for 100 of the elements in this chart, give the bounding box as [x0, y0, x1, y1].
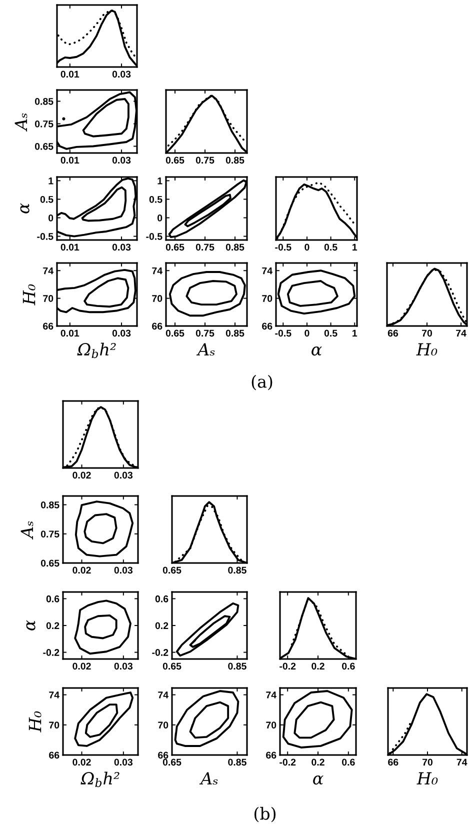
y-tick-label: 0.6	[46, 595, 60, 602]
x-axis-title: Aₛ	[196, 343, 215, 356]
y-tick-label: 0.75	[40, 530, 60, 538]
x-tick-label: 0.02	[72, 662, 91, 670]
x-axis-title: α	[312, 346, 322, 356]
y-axis-title: Aₛ	[14, 113, 28, 132]
y-tick-label: 70	[266, 722, 276, 729]
y-tick-label: 66	[266, 752, 276, 759]
y-tick-label: 1	[48, 178, 54, 184]
y-tick-label: 0.2	[155, 622, 168, 630]
x-tick-label: 0.6	[342, 662, 355, 670]
x-tick-label: 0.03	[114, 472, 133, 479]
y-tick-label: 70	[49, 722, 60, 729]
y-tick-label: 70	[158, 722, 168, 729]
y-tick-label: 0.85	[34, 98, 54, 105]
x-tick-label: 0.01	[60, 156, 80, 164]
y-axis-title: H₀	[28, 711, 42, 732]
y-tick-label: 66	[43, 322, 54, 330]
y-tick-label: 66	[152, 322, 162, 330]
x-tick-label: 0.75	[196, 244, 214, 251]
y-tick-label: 0.6	[155, 595, 168, 602]
y-tick-label: -0.2	[152, 649, 168, 656]
y-tick-label: 0	[48, 214, 54, 222]
y-axis-title: α	[20, 203, 30, 214]
y-axis-title: α	[26, 620, 36, 630]
x-tick-label: 0.85	[226, 330, 244, 337]
y-axis-title: Aₛ	[20, 521, 34, 540]
y-tick-label: 0.5	[40, 196, 54, 203]
x-tick-label: 1	[352, 330, 358, 337]
y-tick-label: -0.5	[146, 233, 162, 240]
x-tick-label: -0.5	[275, 330, 292, 337]
x-tick-label: 0.02	[72, 566, 91, 574]
y-tick-label: 74	[152, 267, 162, 274]
x-tick-label: 0	[304, 330, 310, 337]
x-tick-label: 70	[422, 330, 432, 337]
x-tick-label: 0.6	[342, 758, 355, 766]
y-tick-label: 74	[43, 267, 54, 274]
y-tick-label: 70	[262, 295, 272, 302]
x-tick-label: 0.03	[114, 662, 133, 670]
y-tick-label: 66	[49, 752, 60, 759]
y-tick-label: 66	[262, 322, 272, 330]
x-tick-label: 0.85	[228, 662, 246, 670]
x-tick-label: -0.5	[275, 244, 292, 251]
x-axis-title: Ω$_{b}$h²	[80, 772, 120, 788]
x-tick-label: 0.5	[324, 244, 338, 251]
x-tick-label: 0.01	[60, 70, 80, 78]
y-tick-label: 0.65	[40, 560, 60, 567]
x-axis-title: H₀	[416, 772, 438, 785]
x-tick-label: 74	[456, 330, 466, 337]
y-tick-label: 74	[158, 692, 168, 698]
y-tick-label: 66	[158, 752, 168, 759]
x-axis-title: Aₛ	[199, 772, 218, 785]
x-axis-title: α	[313, 775, 324, 785]
y-tick-label: 0.2	[46, 622, 60, 630]
x-tick-label: -0.2	[280, 758, 296, 766]
x-tick-label: 0	[304, 244, 310, 251]
x-tick-label: 0.02	[72, 758, 91, 766]
x-tick-label: 0.2	[312, 662, 324, 670]
y-tick-label: -0.2	[43, 649, 60, 656]
x-tick-label: -0.2	[280, 662, 296, 670]
x-tick-label: 0.03	[114, 758, 133, 766]
x-tick-label: 0.03	[112, 70, 131, 78]
x-tick-label: 0.03	[112, 330, 131, 337]
x-tick-label: 0.5	[324, 330, 338, 337]
x-tick-label: 0.2	[312, 758, 324, 766]
x-tick-label: 0.75	[196, 330, 214, 337]
y-tick-label: 74	[266, 692, 276, 698]
y-tick-label: 0.85	[40, 501, 60, 508]
x-tick-label: 0.65	[166, 330, 184, 337]
x-tick-label: 0.01	[60, 244, 80, 251]
x-tick-label: 1	[352, 244, 358, 251]
y-tick-label: 0.5	[149, 196, 162, 203]
x-tick-label: 0.85	[226, 156, 244, 164]
y-tick-label: 70	[152, 295, 162, 302]
x-tick-label: 0.03	[114, 566, 133, 574]
x-tick-label: 0.02	[72, 472, 91, 479]
x-tick-label: 70	[422, 758, 433, 766]
x-tick-label: 0.85	[228, 566, 246, 574]
y-tick-label: 74	[49, 692, 60, 698]
y-tick-label: 74	[262, 267, 272, 274]
x-tick-label: 66	[388, 758, 398, 766]
x-tick-label: 0.65	[166, 244, 184, 251]
y-tick-label: 0	[158, 214, 162, 222]
y-tick-label: -0.5	[37, 233, 54, 240]
text: (a)	[252, 374, 272, 390]
y-tick-label: 70	[43, 295, 54, 302]
x-tick-label: 0.03	[112, 244, 131, 251]
x-tick-label: 0.01	[60, 330, 80, 337]
text: (b)	[254, 806, 276, 822]
x-axis-title: H₀	[416, 343, 438, 356]
y-tick-label: 0.75	[34, 120, 54, 128]
x-tick-label: 0.65	[166, 156, 184, 164]
x-tick-label: 0.75	[196, 156, 214, 164]
x-tick-label: 0.03	[112, 156, 131, 164]
y-tick-label: 1	[158, 178, 162, 184]
y-axis-title: H₀	[22, 284, 36, 306]
x-tick-label: 0.85	[226, 244, 244, 251]
x-tick-label: 74	[456, 758, 468, 766]
x-tick-label: 0.85	[228, 758, 246, 766]
x-tick-label: 66	[388, 330, 398, 337]
